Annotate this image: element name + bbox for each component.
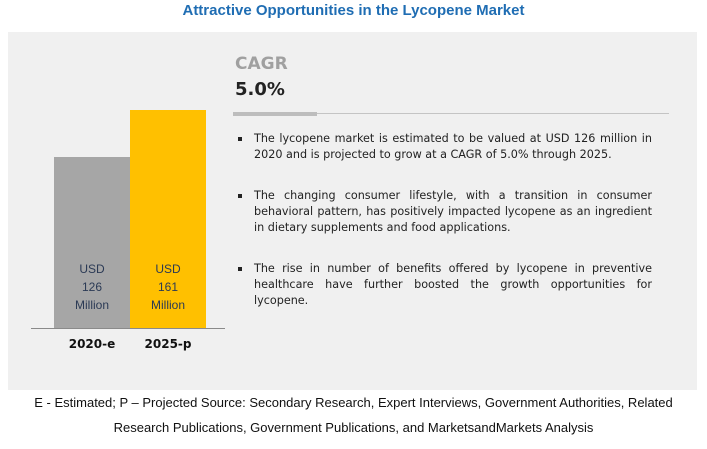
bullet-text: The lycopene market is estimated to be v…	[254, 132, 652, 161]
data-label-currency: USD	[155, 262, 181, 276]
bullet-square-icon	[238, 137, 242, 141]
cagr-label: CAGR	[235, 54, 288, 74]
bullet-square-icon	[238, 267, 242, 271]
bar-2025-p	[130, 110, 206, 328]
divider-accent	[233, 112, 317, 116]
data-label-unit: Million	[74, 298, 109, 312]
bullet-list: The lycopene market is estimated to be v…	[235, 131, 652, 334]
data-label-unit: Million	[150, 298, 185, 312]
bullet-text: The rise in number of benefits offered b…	[254, 262, 652, 307]
bar-2020-e	[54, 157, 130, 328]
footer-source-line-1: E - Estimated; P – Projected Source: Sec…	[34, 395, 673, 410]
bullet-item: The lycopene market is estimated to be v…	[235, 131, 652, 163]
data-label-value: 126	[81, 280, 103, 294]
bullet-item: The rise in number of benefits offered b…	[235, 261, 652, 309]
bar-data-label: USD 126 Million	[54, 260, 130, 314]
cagr-value: 5.0%	[235, 79, 285, 100]
data-label-value: 161	[157, 280, 179, 294]
x-tick-label: 2020-e	[68, 337, 116, 351]
divider-line	[233, 113, 669, 114]
bullet-item: The changing consumer lifestyle, with a …	[235, 188, 652, 236]
x-axis-line	[31, 328, 225, 329]
bar-data-label: USD 161 Million	[130, 260, 206, 314]
footer-source-line-2: Research Publications, Government Public…	[113, 420, 594, 435]
bullet-square-icon	[238, 194, 242, 198]
x-tick-label: 2025-p	[144, 337, 192, 351]
data-label-currency: USD	[79, 262, 105, 276]
bullet-text: The changing consumer lifestyle, with a …	[254, 189, 652, 234]
page-title: Attractive Opportunities in the Lycopene…	[182, 2, 525, 19]
